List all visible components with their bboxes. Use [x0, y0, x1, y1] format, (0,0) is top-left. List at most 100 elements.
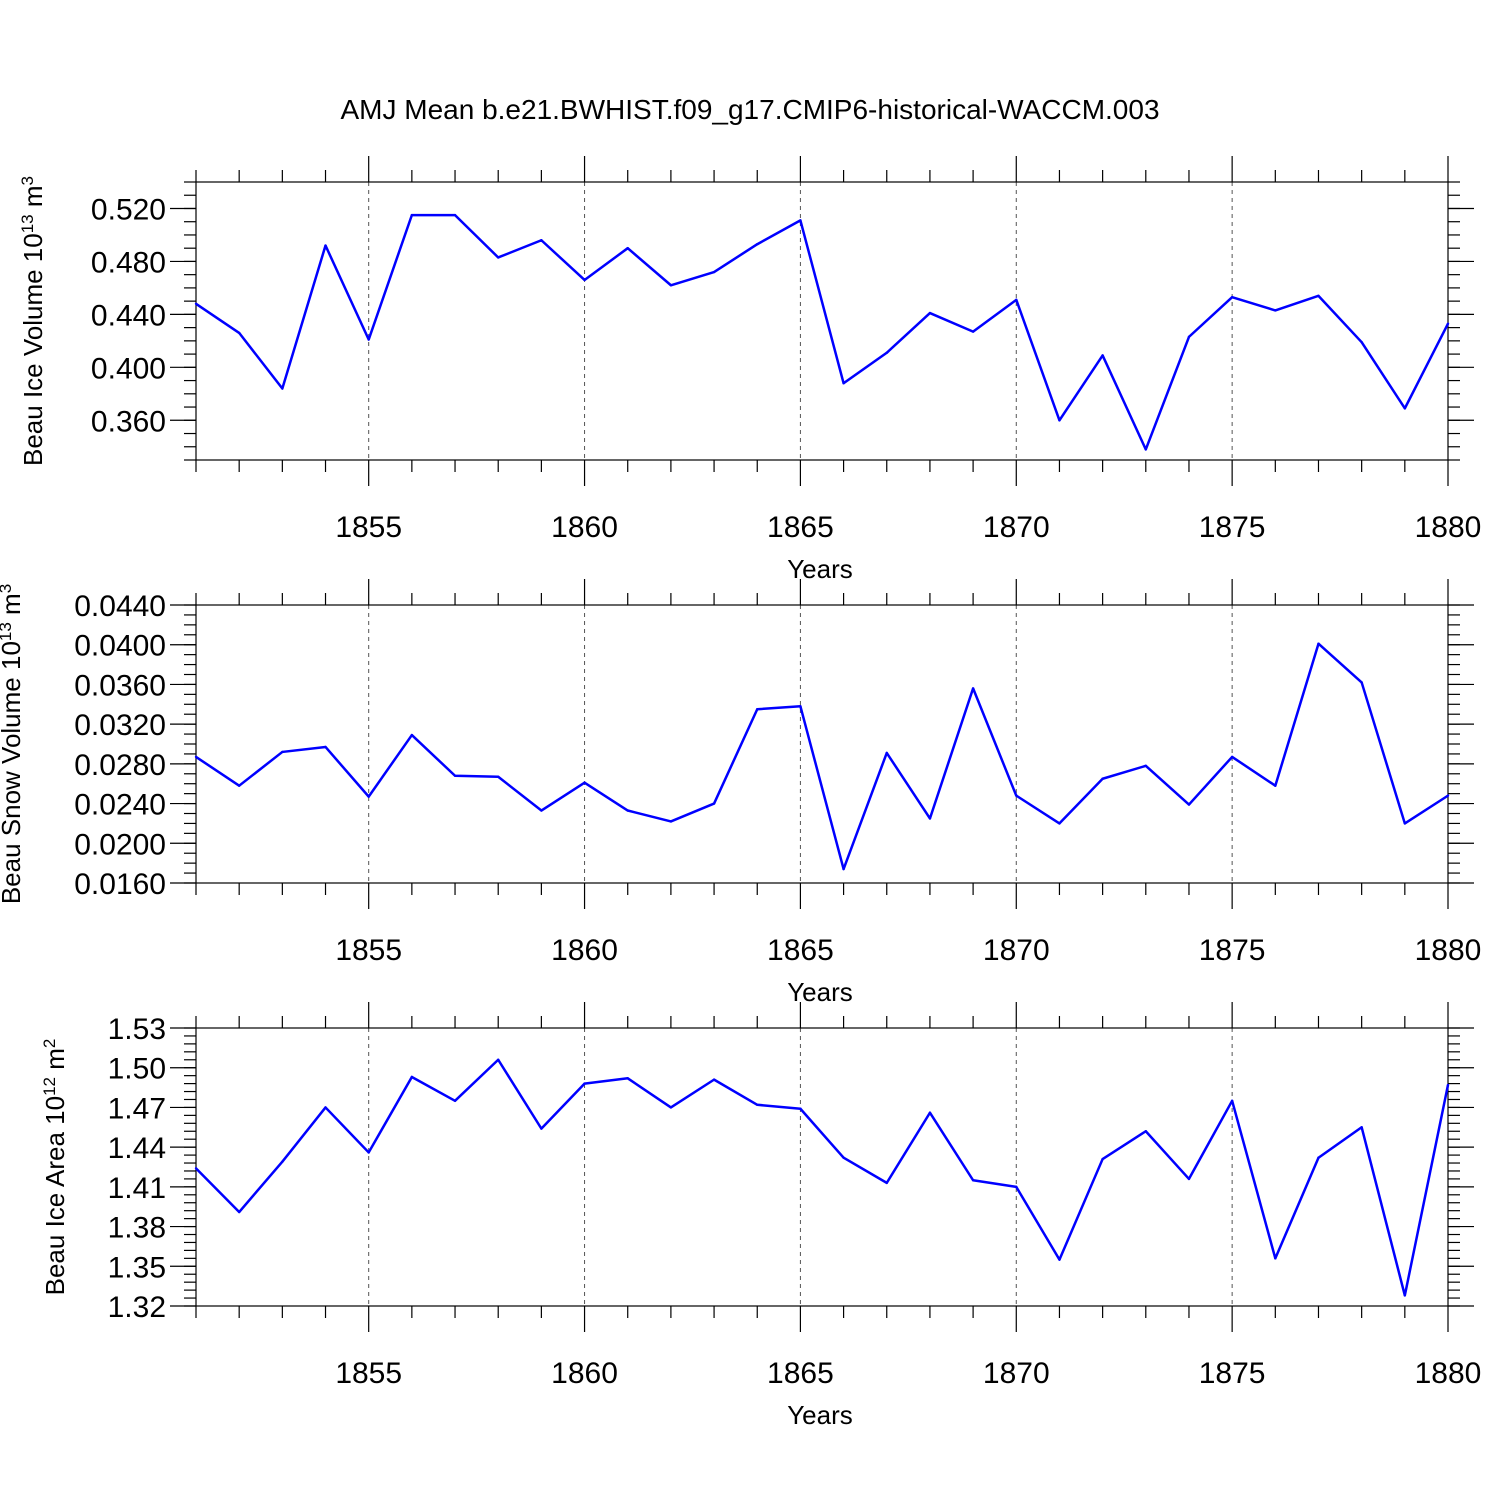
data-point [367, 338, 370, 341]
x-tick-label: 1870 [983, 511, 1050, 544]
data-point [712, 802, 716, 805]
data-point [971, 330, 975, 333]
y-axis-title: Beau Ice Area 1012 m2 [40, 1039, 71, 1296]
data-point [1230, 295, 1234, 299]
data-point [1101, 1157, 1104, 1161]
x-tick-label: 1875 [1199, 1357, 1266, 1390]
data-point [1274, 784, 1277, 787]
data-point [540, 809, 543, 812]
data-point [669, 284, 673, 287]
data-point [367, 795, 370, 798]
data-point [712, 270, 716, 274]
y-tick-label: 1.35 [108, 1251, 166, 1284]
data-point [497, 256, 500, 259]
y-tick-label: 0.0400 [74, 630, 166, 663]
x-axis-title: Years [787, 1400, 853, 1430]
y-tick-label: 1.50 [108, 1053, 166, 1086]
data-point [1446, 322, 1450, 325]
data-point [1144, 1130, 1147, 1133]
data-point [1058, 419, 1061, 422]
data-point [410, 1075, 414, 1079]
x-tick-label: 1855 [335, 934, 402, 967]
x-tick-label: 1855 [335, 511, 402, 544]
data-point [237, 1210, 241, 1214]
x-tick-label: 1865 [767, 934, 834, 967]
data-point [453, 774, 457, 777]
data-point [885, 1181, 888, 1185]
data-point [1101, 777, 1104, 780]
x-tick-label: 1865 [767, 1357, 834, 1390]
data-point [497, 1058, 500, 1061]
series-line [195, 1058, 1450, 1297]
x-tick-label: 1870 [983, 934, 1050, 967]
data-point [1274, 309, 1277, 312]
y-tick-label: 1.47 [108, 1092, 166, 1125]
data-point [281, 387, 284, 390]
data-point [237, 331, 241, 335]
data-point [842, 382, 845, 385]
data-point [756, 243, 759, 246]
data-point [1317, 294, 1320, 298]
x-tick-label: 1880 [1415, 511, 1482, 544]
figure-title: AMJ Mean b.e21.BWHIST.f09_g17.CMIP6-hist… [340, 94, 1159, 125]
plot-frame [195, 181, 1449, 461]
chart-panel-1: 0.360 0.400 0.440 0.480 0.520 1855 1860 1865 187… [18, 156, 1482, 584]
x-tick-label: 1865 [767, 511, 834, 544]
data-point [928, 817, 932, 820]
data-point [885, 751, 888, 755]
data-point [1187, 335, 1191, 339]
x-tick-label: 1860 [551, 511, 618, 544]
data-point [756, 708, 759, 711]
x-tick-label: 1875 [1199, 511, 1266, 544]
series-line [195, 213, 1450, 451]
data-point [497, 775, 500, 778]
data-point [281, 750, 284, 754]
data-point [453, 1099, 457, 1103]
x-tick-label: 1860 [551, 934, 618, 967]
chart-panels: 0.360 0.400 0.440 0.480 0.520 1855 1860 1865 187… [0, 156, 1481, 1430]
data-point [1446, 1083, 1450, 1087]
data-point [1058, 822, 1061, 825]
data-point [194, 302, 198, 305]
data-point [583, 278, 586, 282]
data-point [1403, 822, 1407, 825]
y-tick-label: 0.480 [91, 246, 166, 279]
data-point [712, 1078, 716, 1081]
data-point [1187, 803, 1191, 806]
x-tick-label: 1880 [1415, 934, 1482, 967]
data-point [540, 1127, 543, 1130]
y-tick-label: 1.53 [108, 1013, 166, 1046]
data-point [626, 809, 629, 812]
data-point [1144, 764, 1147, 768]
data-point [583, 1082, 586, 1085]
chart-panel-3: 1.32 1.35 1.38 1.41 1.44 1.47 1.50 1.53 1855 1860… [40, 1002, 1481, 1430]
x-axis-title: Years [787, 554, 853, 584]
data-point [669, 1106, 673, 1109]
data-point [1144, 448, 1147, 451]
y-axis-title: Beau Snow Volume 1013 m3 [0, 584, 26, 904]
data-point [1058, 1258, 1061, 1261]
data-point [367, 1151, 370, 1154]
series-line [195, 642, 1449, 871]
y-tick-label: 1.32 [108, 1291, 166, 1324]
data-point [1101, 354, 1104, 357]
y-axis-title: Beau Ice Volume 1013 m3 [18, 176, 49, 466]
y-tick-label: 1.38 [108, 1212, 166, 1245]
data-point [237, 784, 241, 787]
data-point [281, 1160, 284, 1163]
data-point [626, 1077, 629, 1080]
data-point [410, 733, 414, 737]
data-point [1230, 1099, 1234, 1103]
data-point [626, 246, 629, 250]
data-point [842, 867, 845, 871]
data-point [1360, 681, 1363, 684]
data-point [799, 219, 802, 222]
x-tick-label: 1855 [335, 1357, 402, 1390]
data-point [928, 311, 932, 315]
y-tick-label: 0.0200 [74, 828, 166, 861]
data-point [324, 745, 327, 749]
y-tick-label: 1.44 [108, 1132, 166, 1165]
plot-frame [195, 604, 1449, 884]
data-point [1317, 1156, 1320, 1159]
data-point [1360, 1126, 1363, 1129]
